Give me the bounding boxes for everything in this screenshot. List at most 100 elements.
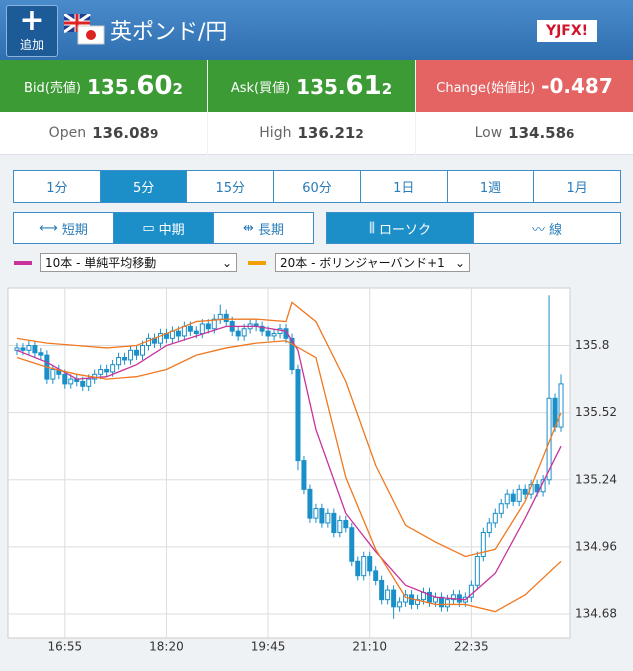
tab[interactable]: 15分	[186, 171, 273, 202]
candle-body	[98, 369, 104, 375]
ask-label: Ask(買値)	[230, 80, 291, 96]
candle-body	[307, 488, 313, 519]
tab[interactable]: 1月	[533, 171, 620, 202]
candle-body	[504, 493, 510, 505]
tab[interactable]: 5分	[99, 171, 187, 202]
y-tick-label: 135.24	[575, 472, 617, 486]
candle-body	[271, 333, 277, 337]
tab-label: 15分	[215, 181, 246, 196]
candle-body	[116, 357, 122, 366]
candle-body	[325, 512, 331, 524]
candle-body	[319, 508, 325, 524]
part: 61	[345, 71, 382, 101]
part: 135.	[296, 75, 346, 99]
candle-body	[32, 345, 38, 354]
candle-body	[110, 364, 116, 373]
x-tick-label: 16:55	[48, 640, 83, 654]
tab-label: 1週	[479, 181, 502, 196]
pair-name: 英ポンド/円	[110, 20, 228, 45]
ask: Ask(買値) 135.612	[208, 60, 415, 112]
tab-label: 1日	[393, 181, 415, 196]
tab[interactable]: ▭ 中期	[113, 213, 213, 243]
tab-icon: ▭	[142, 220, 155, 236]
part: 60	[136, 71, 173, 101]
stat-label: Low	[474, 125, 503, 141]
candle-body	[187, 325, 193, 332]
candle-body	[546, 397, 552, 481]
part: 2	[172, 80, 183, 98]
tab[interactable]: 1日	[359, 171, 447, 202]
candle-body	[157, 333, 163, 344]
candle-body	[403, 594, 409, 603]
candle-body	[444, 599, 450, 608]
candle-body	[68, 378, 74, 385]
candle-body	[50, 369, 56, 380]
chart: 134.68 134.96 135.24 135.52 135.8 16:55 18:20 1…	[7, 287, 617, 654]
tab-icon: ⫼	[369, 220, 375, 236]
add-button[interactable]: + 追加	[6, 5, 58, 57]
flags	[64, 14, 105, 45]
stat: High 136.212	[208, 112, 415, 155]
candle-body	[397, 601, 403, 608]
candle-body	[438, 596, 444, 608]
candle-body	[134, 349, 140, 356]
change-label: Change(始値比)	[436, 80, 536, 96]
plot-area	[7, 287, 571, 639]
indicator-select[interactable]: 20本 - ボリンジャーバンド+1 ⌄	[275, 253, 470, 272]
candle-body	[391, 589, 397, 608]
add-label: 追加	[19, 38, 44, 52]
candle-body	[223, 313, 229, 323]
indicator-swatch	[14, 261, 32, 265]
tab[interactable]: 1週	[446, 171, 534, 202]
candle-body	[122, 357, 128, 361]
tab[interactable]: 〰 線	[473, 213, 620, 243]
y-tick-label: 134.68	[575, 607, 617, 621]
candle-body	[199, 323, 205, 335]
dropdown-arrow: ⌄	[454, 255, 465, 270]
stat-value: 136.212	[297, 124, 363, 142]
stat-value: 134.586	[508, 124, 574, 142]
candle-body	[450, 594, 456, 601]
ask-value: 135.612	[296, 71, 392, 101]
x-tick-label: 18:20	[149, 640, 184, 654]
change: Change(始値比) -0.487	[416, 60, 633, 112]
candle-body	[492, 512, 498, 524]
tab-label: 1月	[566, 181, 588, 196]
candle-body	[331, 512, 337, 534]
timeframe-tabs: 1分 5分 15分 60分 1日 1週 1月	[13, 170, 621, 203]
candle-body	[349, 527, 355, 562]
tab[interactable]: 1分	[14, 171, 100, 202]
candle-body	[235, 330, 241, 337]
tab[interactable]: 60分	[273, 171, 360, 202]
candle-body	[427, 591, 432, 603]
part: 135.	[86, 75, 137, 99]
dropdown-arrow: ⌄	[221, 255, 232, 270]
candle-body	[510, 493, 516, 502]
candle-body	[361, 555, 367, 577]
indicator-line	[16, 325, 562, 601]
stat-value: 136.089	[92, 124, 158, 142]
tab[interactable]: ⫼ ローソク	[327, 213, 473, 243]
candle-body	[104, 369, 110, 373]
candle-body	[205, 323, 211, 330]
candle-body	[480, 532, 486, 557]
x-tick-label: 19:45	[251, 640, 286, 654]
tab-label: 中期	[158, 222, 185, 238]
indicator-select[interactable]: 10本 - 単純平均移動 ⌄	[40, 253, 237, 272]
bid-label: Bid(売値)	[24, 80, 81, 96]
tab[interactable]: ⇹ 長期	[213, 213, 313, 243]
candle-body	[367, 555, 373, 572]
candle-body	[211, 318, 217, 330]
candle-body	[26, 345, 32, 351]
logo: YJFX!	[537, 20, 597, 42]
tab-label: 短期	[61, 222, 88, 238]
candle-body	[522, 488, 528, 495]
candle-body	[241, 328, 247, 337]
candle-body	[355, 560, 361, 577]
candle-body	[20, 347, 26, 351]
tab-icon: ⇹	[243, 220, 254, 236]
y-tick-label: 134.96	[575, 539, 617, 553]
tab[interactable]: ⟷ 短期	[14, 213, 113, 243]
candle-body	[181, 325, 187, 337]
part: 2	[381, 80, 393, 98]
